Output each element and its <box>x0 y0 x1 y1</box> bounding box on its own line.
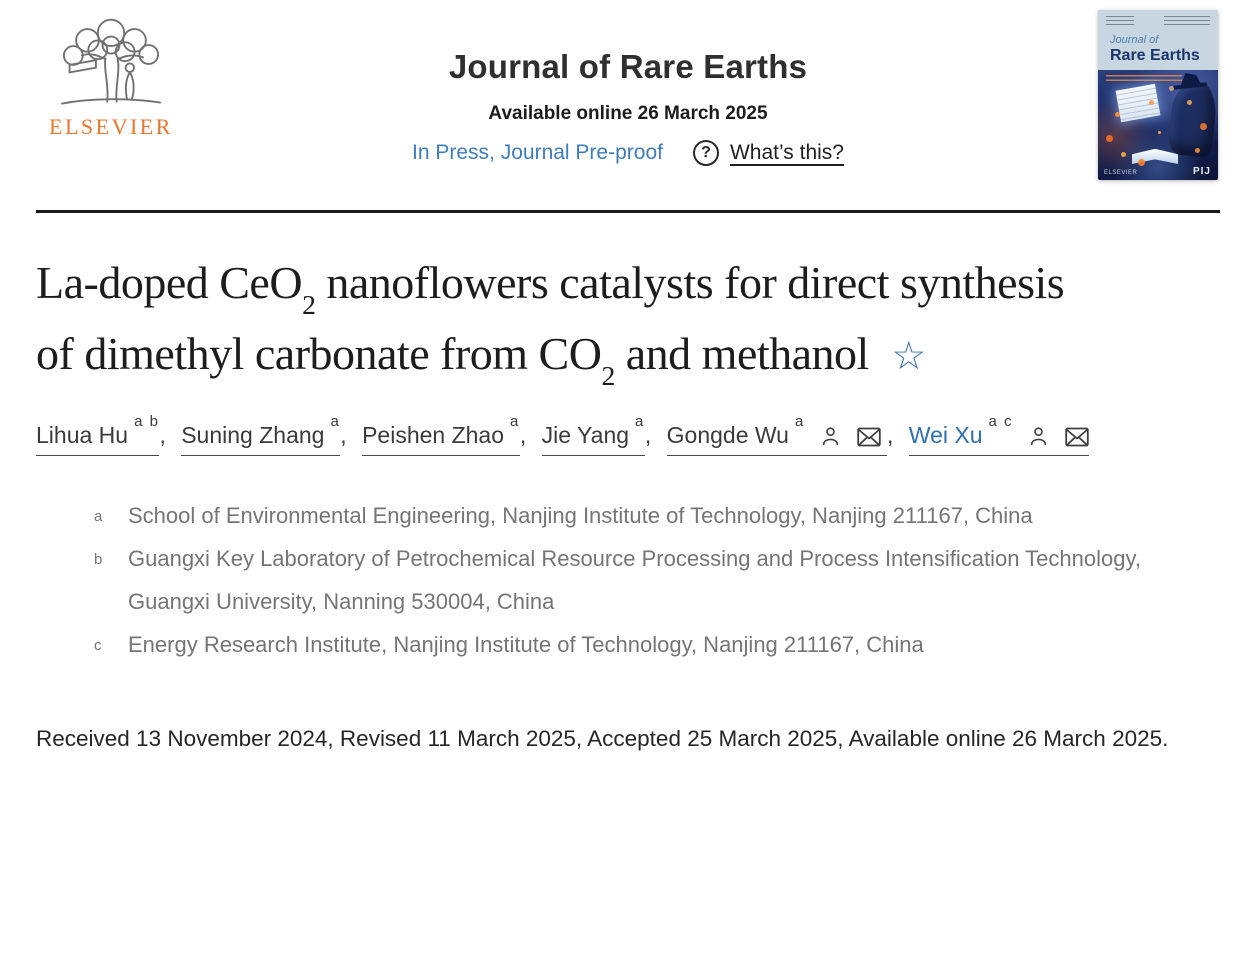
affiliation-list: a School of Environmental Engineering, Na… <box>36 495 1220 667</box>
affiliation-item: c Energy Research Institute, Nanjing Inst… <box>36 624 1220 667</box>
affiliation-label: b <box>94 551 103 569</box>
author-link[interactable]: Gongde Wu a <box>666 413 887 457</box>
author-affiliation-superscript: a b <box>134 412 160 430</box>
author-link[interactable]: Peishen Zhao a <box>362 413 520 457</box>
author-link[interactable]: Wei Xu a c <box>908 413 1089 457</box>
author-link[interactable]: Suning Zhang a <box>181 413 341 457</box>
author-affiliation-superscript: a <box>794 412 805 430</box>
cover-pij-badge: PIJ <box>1192 166 1211 177</box>
cover-illustration: PIJ ELSEVIER <box>1098 70 1218 180</box>
available-online-date: Available online 26 March 2025 <box>488 103 768 124</box>
author-name: Peishen Zhao <box>362 422 505 449</box>
cover-glow-dots <box>1158 130 1161 134</box>
title-text: and methanol <box>614 328 870 380</box>
journal-cover-thumbnail[interactable]: Journal of Rare Earths PIJ ELSEVIER <box>1098 10 1218 180</box>
cover-rare-earths-text: Rare Earths <box>1110 47 1200 64</box>
author-name: Wei Xu <box>908 422 983 449</box>
article-title: La-doped CeO2 nanoflowers catalysts for … <box>36 247 1111 390</box>
author-affiliation-superscript: a c <box>988 412 1014 430</box>
affiliation-label: c <box>94 636 102 654</box>
author-separator: , <box>159 422 173 449</box>
email-envelope-icon <box>856 427 881 447</box>
person-icon <box>1031 427 1047 446</box>
author-separator: , <box>519 422 533 449</box>
author-link[interactable]: Jie Yang a <box>541 413 645 457</box>
affiliation-text: Energy Research Institute, Nanjing Insti… <box>128 631 924 657</box>
cover-magician-figure <box>1167 79 1218 159</box>
author-name: Lihua Hu <box>36 422 129 449</box>
author-link[interactable]: Lihua Hu a b <box>36 413 160 457</box>
title-subscript: 2 <box>601 360 615 391</box>
journal-title: Journal of Rare Earths <box>448 48 808 85</box>
email-envelope-icon <box>1065 427 1089 447</box>
affiliation-item: b Guangxi Key Laboratory of Petrochemical… <box>36 538 1220 624</box>
author-affiliation-superscript: a <box>635 412 645 430</box>
header-divider <box>36 210 1220 213</box>
affiliation-text: Guangxi Key Laboratory of Petrochemical … <box>128 546 1141 615</box>
cover-journal-of-text: Journal of <box>1110 34 1159 46</box>
publication-status-row: In Press, Journal Pre-proof ? What’s thi… <box>248 140 1008 166</box>
article-dates: Received 13 November 2024, Revised 11 Ma… <box>36 725 1169 751</box>
title-text: nanoflowers catalysts for direct synthes… <box>36 257 1065 380</box>
author-name: Suning Zhang <box>181 422 325 449</box>
author-list: Lihua Hu a b, Suning Zhang a, Peishen Zhao… <box>36 413 1220 457</box>
cover-microtext-right <box>1164 16 1210 27</box>
author-separator: , <box>644 422 658 449</box>
elsevier-tree-icon <box>61 18 161 105</box>
affiliation-text: School of Environmental Engineering, Nan… <box>128 503 1033 529</box>
author-separator: , <box>340 422 354 449</box>
footnote-star-icon[interactable]: ☆ <box>878 334 927 380</box>
cover-elsevier-mini: ELSEVIER <box>1104 170 1138 176</box>
cover-caption-lines <box>1106 75 1182 84</box>
help-question-icon[interactable]: ? <box>692 140 719 166</box>
whats-this-link[interactable]: What’s this? <box>729 141 844 164</box>
author-affiliation-superscript: a <box>330 412 341 430</box>
author-name: Gongde Wu <box>666 422 789 449</box>
author-name: Jie Yang <box>541 422 630 449</box>
title-text: La-doped CeO <box>36 257 303 308</box>
cover-paper-shape <box>1115 83 1161 123</box>
cover-microtext-left <box>1106 16 1134 27</box>
journal-masthead: Journal of Rare Earths Available online … <box>248 48 1008 166</box>
journal-header: ELSEVIER Journal of Rare Earths Availabl… <box>36 0 1220 198</box>
elsevier-logo[interactable]: ELSEVIER <box>36 14 186 140</box>
person-icon <box>823 427 839 446</box>
affiliation-item: a School of Environmental Engineering, Na… <box>36 495 1220 538</box>
in-press-link[interactable]: In Press, Journal Pre-proof <box>412 141 663 164</box>
title-subscript: 2 <box>302 288 316 320</box>
cover-masthead: Journal of Rare Earths <box>1098 10 1218 70</box>
author-affiliation-superscript: a <box>510 412 520 430</box>
affiliation-label: a <box>94 508 103 526</box>
author-separator: , <box>887 422 900 449</box>
elsevier-wordmark: ELSEVIER <box>49 114 173 139</box>
cover-open-book <box>1132 149 1178 164</box>
